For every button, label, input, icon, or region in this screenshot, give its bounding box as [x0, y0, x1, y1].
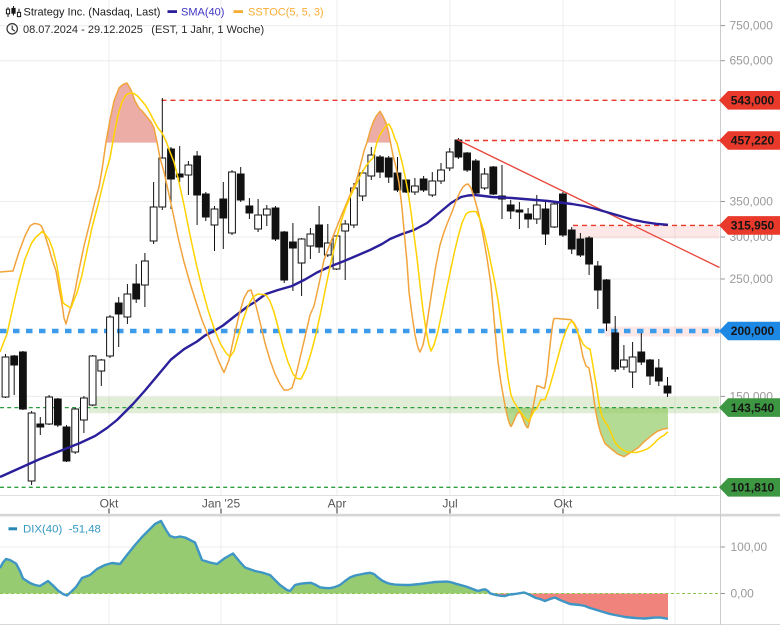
- svg-text:350,000: 350,000: [730, 195, 774, 209]
- svg-text:SMA(40): SMA(40): [181, 7, 224, 19]
- svg-text:101,810: 101,810: [731, 481, 775, 495]
- svg-text:543,000: 543,000: [731, 94, 775, 108]
- svg-text:08.07.2024 - 29.12.2025: 08.07.2024 - 29.12.2025: [23, 24, 143, 36]
- svg-text:Okt: Okt: [554, 497, 573, 511]
- svg-text:100,00: 100,00: [731, 540, 768, 554]
- svg-text:SSTOC(5, 5, 3): SSTOC(5, 5, 3): [248, 7, 324, 19]
- svg-text:Jul: Jul: [442, 497, 457, 511]
- svg-text:Apr: Apr: [328, 497, 347, 511]
- svg-text:200,000: 200,000: [731, 324, 775, 338]
- svg-text:(EST, 1 Jahr, 1 Woche): (EST, 1 Jahr, 1 Woche): [151, 24, 264, 36]
- svg-text:Strategy Inc. (Nasdaq, Last): Strategy Inc. (Nasdaq, Last): [24, 7, 161, 19]
- svg-text:Okt: Okt: [100, 497, 119, 511]
- svg-text:Jan '25: Jan '25: [202, 497, 241, 511]
- svg-text:DIX(40) -51,48: DIX(40) -51,48: [23, 524, 101, 536]
- svg-text:315,950: 315,950: [731, 219, 775, 233]
- svg-text:143,540: 143,540: [731, 401, 775, 415]
- svg-text:250,000: 250,000: [730, 272, 774, 286]
- svg-text:0,00: 0,00: [731, 587, 755, 601]
- svg-text:457,220: 457,220: [731, 134, 775, 148]
- svg-text:750,000: 750,000: [730, 19, 774, 33]
- svg-text:650,000: 650,000: [730, 54, 774, 68]
